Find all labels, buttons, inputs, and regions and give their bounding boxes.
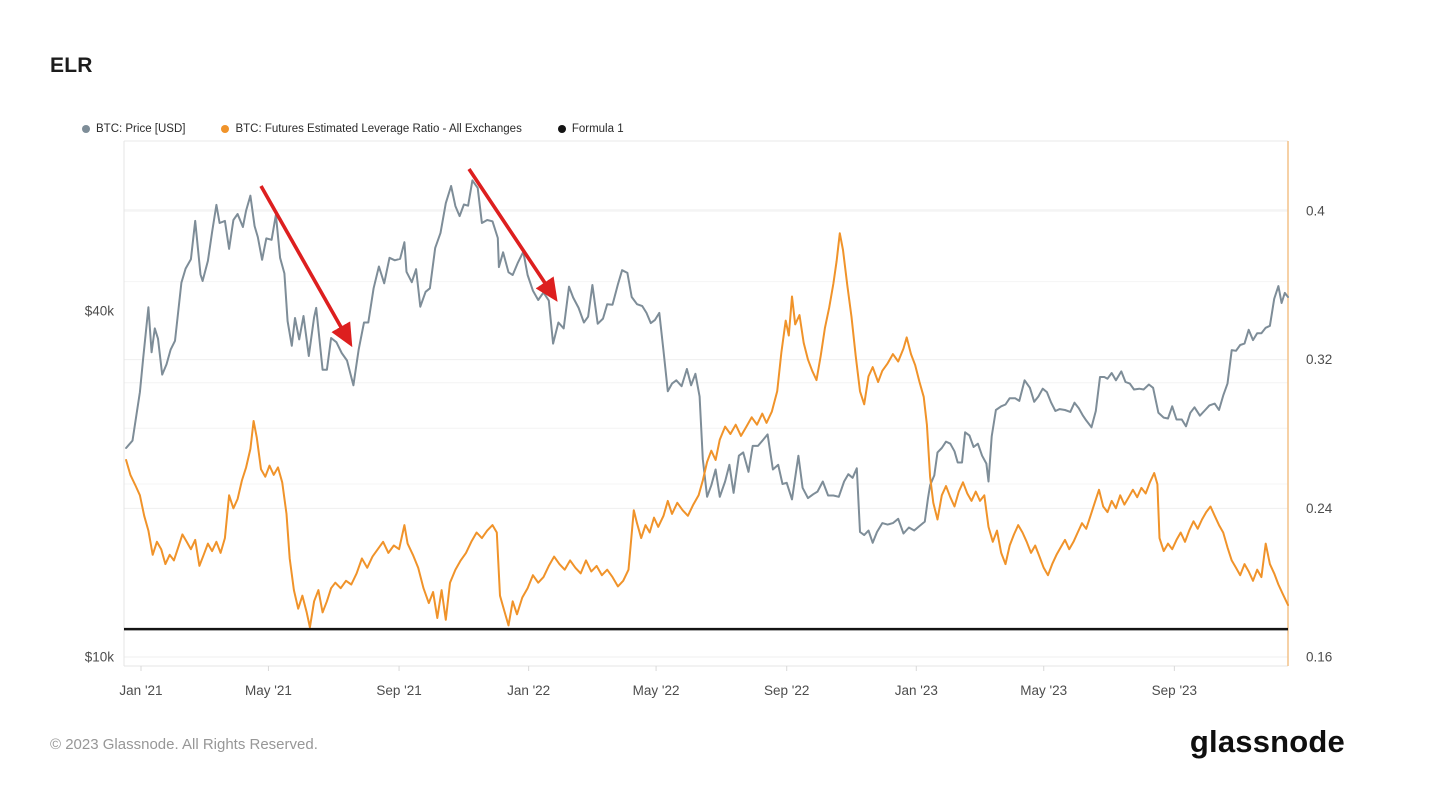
page-title: ELR [50, 54, 93, 77]
legend-dot-btc-price [82, 125, 90, 133]
y-right-tick-label: 0.16 [1306, 650, 1332, 665]
y-right-tick-label: 0.32 [1306, 352, 1332, 367]
legend-item-elr[interactable]: BTC: Futures Estimated Leverage Ratio - … [221, 123, 522, 135]
x-tick-label: Jan '23 [895, 683, 938, 698]
x-tick-label: Jan '21 [119, 683, 162, 698]
elr-line [125, 232, 1289, 629]
y-left-tick-label: $10k [85, 650, 115, 665]
x-tick-label: May '21 [245, 683, 292, 698]
x-tick-label: Sep '23 [1152, 683, 1197, 698]
y-left-tick-label: $40k [85, 304, 115, 319]
copyright-text: © 2023 Glassnode. All Rights Reserved. [50, 736, 318, 753]
legend-label-elr: BTC: Futures Estimated Leverage Ratio - … [235, 123, 522, 135]
legend-label-btc-price: BTC: Price [USD] [96, 123, 186, 135]
glassnode-logo: glassnode [1189, 724, 1345, 759]
annotation-arrow-2 [467, 168, 558, 302]
x-tick-label: Jan '22 [507, 683, 550, 698]
x-tick-label: May '23 [1020, 683, 1067, 698]
x-tick-label: Sep '21 [376, 683, 421, 698]
btc-price-line [125, 179, 1289, 544]
annotation-arrow-1 [259, 185, 353, 348]
y-right-tick-label: 0.24 [1306, 501, 1333, 516]
legend-dot-formula1 [557, 125, 566, 133]
legend: BTC: Price [USD] BTC: Futures Estimated L… [82, 123, 624, 135]
y-right-tick-label: 0.4 [1306, 204, 1325, 219]
legend-item-btc-price[interactable]: BTC: Price [USD] [82, 123, 185, 135]
x-tick-label: May '22 [633, 683, 680, 698]
legend-label-formula1: Formula 1 [571, 123, 624, 135]
legend-dot-elr [221, 125, 230, 133]
x-tick-label: Sep '22 [764, 683, 809, 698]
legend-item-formula1[interactable]: Formula 1 [557, 123, 624, 135]
